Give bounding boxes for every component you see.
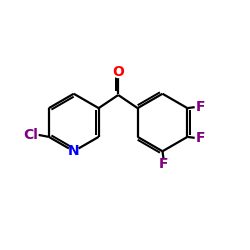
Text: F: F bbox=[196, 100, 205, 114]
Circle shape bbox=[158, 159, 168, 169]
Circle shape bbox=[113, 68, 123, 78]
Text: F: F bbox=[196, 131, 205, 145]
Text: F: F bbox=[159, 157, 168, 171]
Text: O: O bbox=[112, 66, 124, 80]
Text: N: N bbox=[68, 144, 80, 158]
Circle shape bbox=[24, 128, 38, 142]
Circle shape bbox=[196, 133, 205, 143]
Text: Cl: Cl bbox=[24, 128, 38, 142]
Circle shape bbox=[69, 146, 79, 156]
Circle shape bbox=[196, 102, 205, 112]
